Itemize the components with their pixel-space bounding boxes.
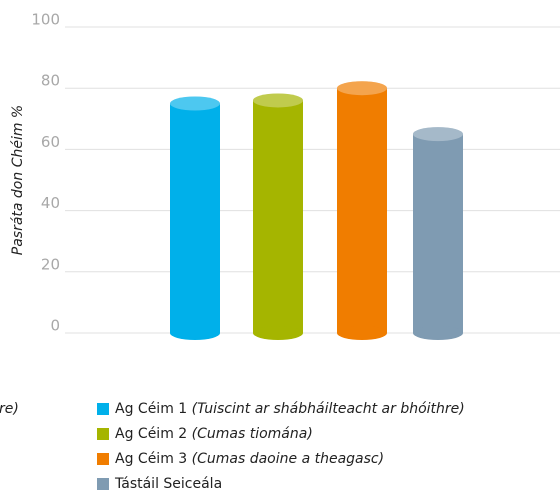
bar-bottom [253,326,303,340]
bar-top [337,81,387,96]
legend-description: (Tuiscint ar shábháilteacht ar bhóithre) [192,401,465,417]
legend-swatch [97,478,109,490]
y-axis-label: Pasráta don Chéim % [10,105,26,256]
bar-top-shade [253,93,303,108]
bar-top-shade [413,127,463,142]
legend-swatch [97,428,109,440]
legend-label: Tástáil Seiceála [114,476,222,492]
legend-name: Ag Céim 3 [115,451,187,467]
legend-description: (Cumas tiomána) [192,426,313,442]
y-tick-label: 0 [50,317,60,335]
y-tick-label: 60 [41,133,60,151]
bar [170,96,220,340]
bar-bottom [413,326,463,340]
legend-swatch [97,453,109,465]
bar [253,93,303,340]
bar-top-shade [337,81,387,96]
y-tick-label: 100 [31,11,60,29]
legend-name: Tástáil Seiceála [114,476,222,492]
y-tick-label: 40 [41,194,60,212]
bar-body [413,134,463,333]
y-tick-label: 80 [41,72,60,90]
legend-label: Ag Céim 3 (Cumas daoine a theagasc) [115,451,384,467]
bar [413,127,463,340]
bar-bottom [337,326,387,340]
y-tick-label: 20 [41,255,60,273]
legend-label: Ag Céim 1 (Tuiscint ar shábháilteacht ar… [115,401,465,417]
bar-top [170,96,220,111]
legend-name: Ag Céim 1 [115,401,187,417]
bar-body [253,100,303,333]
legend-label: Ag Céim 2 (Cumas tiomána) [115,426,313,442]
bar-top-shade [170,96,220,111]
legend-description: (Cumas daoine a theagasc) [192,451,384,467]
bar-top [413,127,463,142]
bar-bottom [170,326,220,340]
bar [337,81,387,340]
bar-body [337,88,387,333]
clipped-text: re) [0,401,19,417]
bar-top [253,93,303,108]
bar-body [170,103,220,333]
legend-name: Ag Céim 2 [115,426,187,442]
legend-swatch [97,403,109,415]
